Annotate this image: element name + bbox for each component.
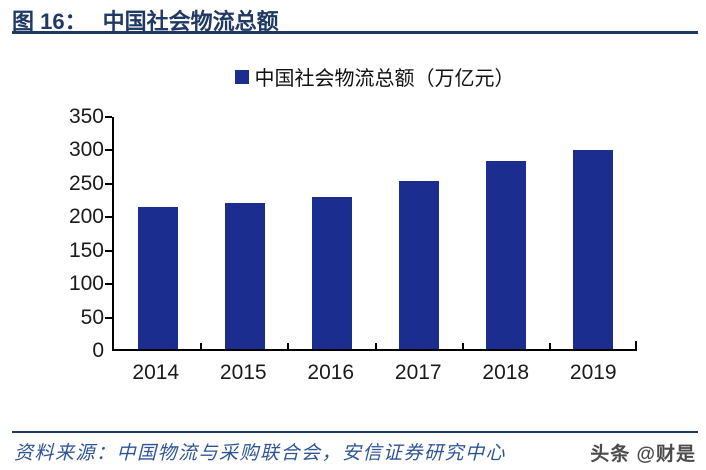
y-tick-label: 0 xyxy=(92,339,104,362)
bar-2016 xyxy=(311,196,352,349)
y-tick-mark xyxy=(105,249,112,252)
y-tick-label: 50 xyxy=(80,305,104,329)
y-tick-label: 150 xyxy=(68,238,104,262)
x-axis-labels: 2014 2015 2016 2017 2018 2019 xyxy=(112,361,637,385)
bar-2015 xyxy=(224,202,265,349)
source-text: 中国物流与采购联合会，安信证券研究中心 xyxy=(116,443,507,464)
x-tick-mark xyxy=(200,343,203,349)
bar-series xyxy=(114,117,637,349)
bar-2019 xyxy=(573,150,614,349)
x-tick-mark xyxy=(548,343,551,349)
title-divider xyxy=(12,31,698,34)
plot-area xyxy=(112,117,637,351)
bar-slot-2019 xyxy=(550,117,637,349)
legend-label: 中国社会物流总额（万亿元） xyxy=(254,68,515,90)
bar-slot-2014 xyxy=(114,117,201,349)
chart-legend: 中国社会物流总额（万亿元） xyxy=(112,62,637,91)
legend-swatch-icon xyxy=(234,69,249,84)
x-tick-label-2014: 2014 xyxy=(132,361,180,384)
y-tick-mark xyxy=(105,283,112,286)
y-tick-label: 100 xyxy=(68,272,104,296)
bar-2017 xyxy=(399,181,440,349)
bar-slot-2018 xyxy=(463,117,550,349)
figure-number: 图 16： xyxy=(12,9,87,34)
bar-slot-2017 xyxy=(376,117,463,349)
x-tick-label-2018: 2018 xyxy=(482,361,530,384)
watermark: 头条 @财是 xyxy=(590,444,696,465)
y-tick-label: 350 xyxy=(68,105,104,128)
y-tick-mark xyxy=(105,216,112,219)
x-tick-label-2019: 2019 xyxy=(569,361,617,384)
bar-2018 xyxy=(486,161,527,349)
x-tick-label-2015: 2015 xyxy=(219,361,267,384)
x-tick-label-2016: 2016 xyxy=(307,361,355,384)
y-tick-mark xyxy=(105,149,112,152)
figure-title: 中国社会物流总额 xyxy=(102,9,279,34)
x-axis-end-tick xyxy=(635,341,637,349)
x-tick-mark xyxy=(461,343,464,349)
x-tick-mark xyxy=(374,343,377,349)
y-tick-mark xyxy=(105,116,112,118)
bar-2014 xyxy=(137,206,178,349)
bar-slot-2016 xyxy=(288,117,375,349)
y-tick-label: 200 xyxy=(68,205,104,229)
bar-slot-2015 xyxy=(201,117,288,349)
x-tick-label-2017: 2017 xyxy=(394,361,442,384)
footer-divider xyxy=(12,431,698,433)
y-tick-label: 250 xyxy=(68,171,104,195)
source-note: 资料来源：中国物流与采购联合会，安信证券研究中心 xyxy=(14,438,506,465)
x-tick-mark xyxy=(287,343,290,349)
y-tick-label: 300 xyxy=(68,138,104,162)
figure-header: 图 16： 中国社会物流总额 xyxy=(12,4,279,36)
y-tick-mark xyxy=(105,182,112,185)
y-tick-mark xyxy=(105,316,112,319)
source-label: 资料来源： xyxy=(14,443,117,464)
